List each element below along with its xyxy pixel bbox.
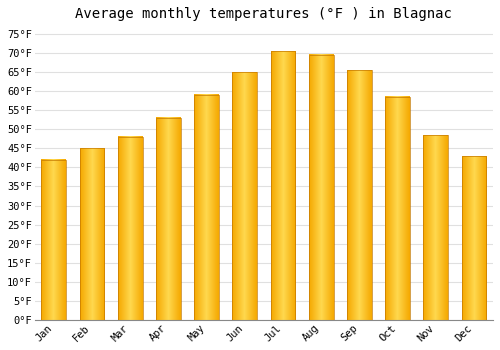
Bar	[156, 118, 181, 320]
Bar	[424, 135, 448, 320]
Bar	[347, 70, 372, 320]
Bar	[42, 160, 66, 320]
Title: Average monthly temperatures (°F ) in Blagnac: Average monthly temperatures (°F ) in Bl…	[76, 7, 452, 21]
Bar	[232, 72, 257, 320]
Bar	[309, 55, 334, 320]
Bar	[270, 51, 295, 320]
Bar	[385, 97, 410, 320]
Bar	[118, 137, 142, 320]
Bar	[194, 95, 219, 320]
Bar	[462, 156, 486, 320]
Bar	[80, 148, 104, 320]
